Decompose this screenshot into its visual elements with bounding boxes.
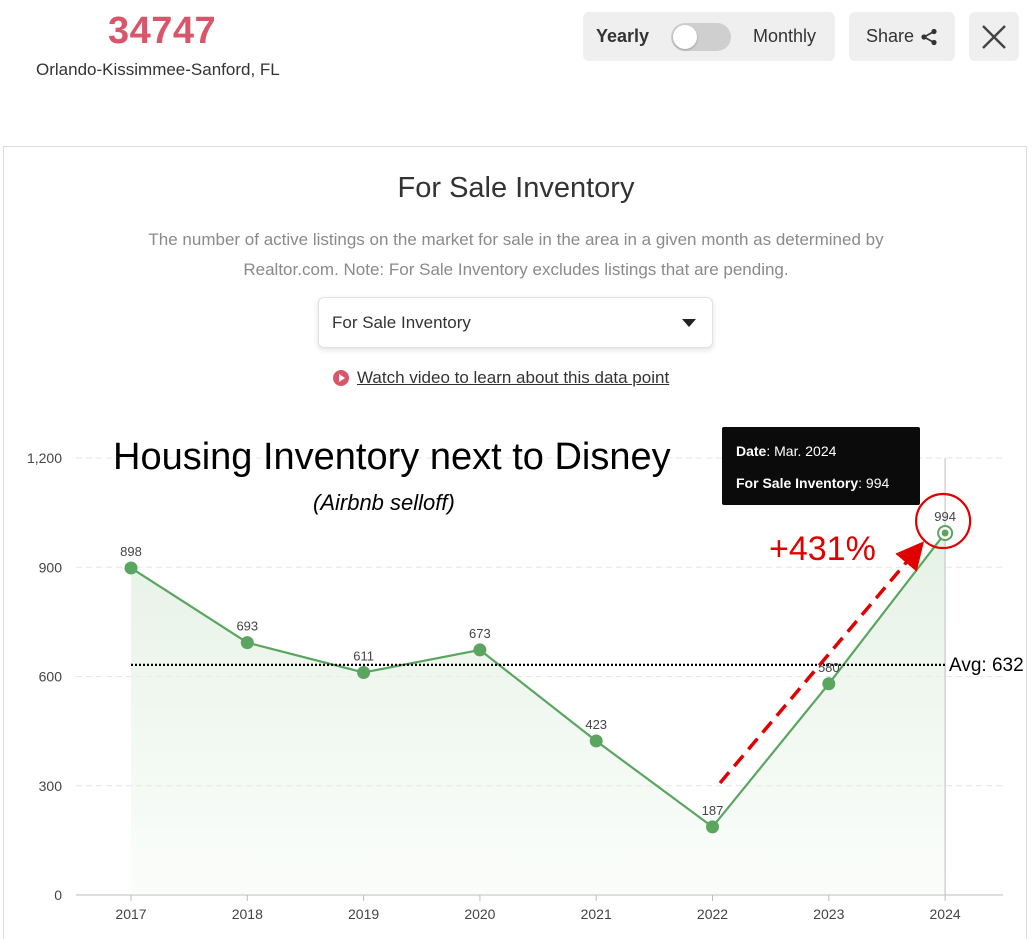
data-point: [357, 665, 371, 679]
share-label: Share: [865, 26, 915, 46]
y-tick-label: 300: [39, 778, 63, 794]
highlight-circle: [914, 492, 972, 550]
annotation-headline: Housing Inventory next to Disney: [113, 436, 671, 478]
area-fill: [131, 533, 946, 895]
chart-title: For Sale Inventory: [397, 172, 635, 204]
series-line: [130, 532, 946, 829]
play-icon: [333, 370, 349, 386]
data-point: [822, 677, 836, 691]
y-tick-label: 1,200: [27, 450, 62, 466]
close-button[interactable]: [969, 12, 1019, 61]
x-tick-label: 2022: [697, 906, 728, 922]
data-label: 898: [120, 544, 142, 559]
annotation-subheadline: (Airbnb selloff): [313, 490, 455, 515]
data-point: [473, 643, 487, 657]
data-label: 994: [934, 509, 956, 524]
data-label: 580: [818, 660, 840, 675]
data-point: [706, 820, 719, 834]
data-label: 423: [585, 717, 607, 732]
x-tick-label: 2019: [348, 906, 379, 922]
video-link-text: Watch video to learn about this data poi…: [357, 368, 670, 387]
y-tick-label: 0: [54, 887, 62, 903]
chart-description: The number of active listings on the mar…: [148, 230, 884, 279]
tooltip-metric-key: For Sale Inventory: [736, 475, 859, 491]
tooltip-metric-value: : 994: [858, 475, 890, 491]
toggle-monthly-label[interactable]: Monthly: [753, 26, 817, 46]
data-label: 187: [702, 803, 724, 818]
tooltip-date-key: Date: [736, 443, 767, 459]
caret-down-icon: [682, 319, 696, 327]
x-tick-label: 2018: [232, 906, 263, 922]
metro-name: Orlando-Kissimmee-Sanford, FL: [36, 60, 280, 79]
period-toggle-switch[interactable]: [671, 23, 731, 51]
close-icon: [982, 24, 1006, 49]
growth-arrow: [718, 541, 925, 785]
growth-annotation: +431%: [769, 530, 876, 568]
y-tick-label: 900: [39, 559, 63, 575]
data-point: [589, 734, 603, 748]
share-button[interactable]: Share: [849, 12, 955, 61]
metric-dropdown[interactable]: For Sale Inventory: [318, 297, 713, 348]
data-label: 693: [236, 619, 258, 634]
data-label: 673: [469, 626, 491, 641]
x-tick-label: 2024: [930, 906, 961, 922]
y-tick-label: 600: [39, 669, 63, 685]
data-label: 611: [353, 648, 374, 663]
x-tick-label: 2023: [813, 906, 844, 922]
x-tick-label: 2020: [464, 906, 495, 922]
metric-dropdown-value: For Sale Inventory: [332, 313, 471, 332]
zip-code: 34747: [108, 10, 217, 52]
video-link[interactable]: Watch video to learn about this data poi…: [333, 368, 669, 388]
data-point: [941, 529, 949, 537]
data-point: [240, 636, 254, 650]
tooltip-date-value: : Mar. 2024: [766, 443, 837, 459]
x-tick-label: 2021: [581, 906, 612, 922]
chart-tooltip: Date: Mar. 2024 For Sale Inventory: 994: [722, 427, 920, 505]
average-label: Avg: 632: [949, 655, 1024, 676]
toggle-yearly-label[interactable]: Yearly: [596, 26, 650, 46]
period-toggle: Yearly Monthly: [583, 12, 835, 61]
data-point: [124, 561, 138, 575]
share-icon: [921, 28, 937, 45]
x-tick-label: 2017: [115, 906, 146, 922]
toggle-knob: [673, 25, 697, 49]
